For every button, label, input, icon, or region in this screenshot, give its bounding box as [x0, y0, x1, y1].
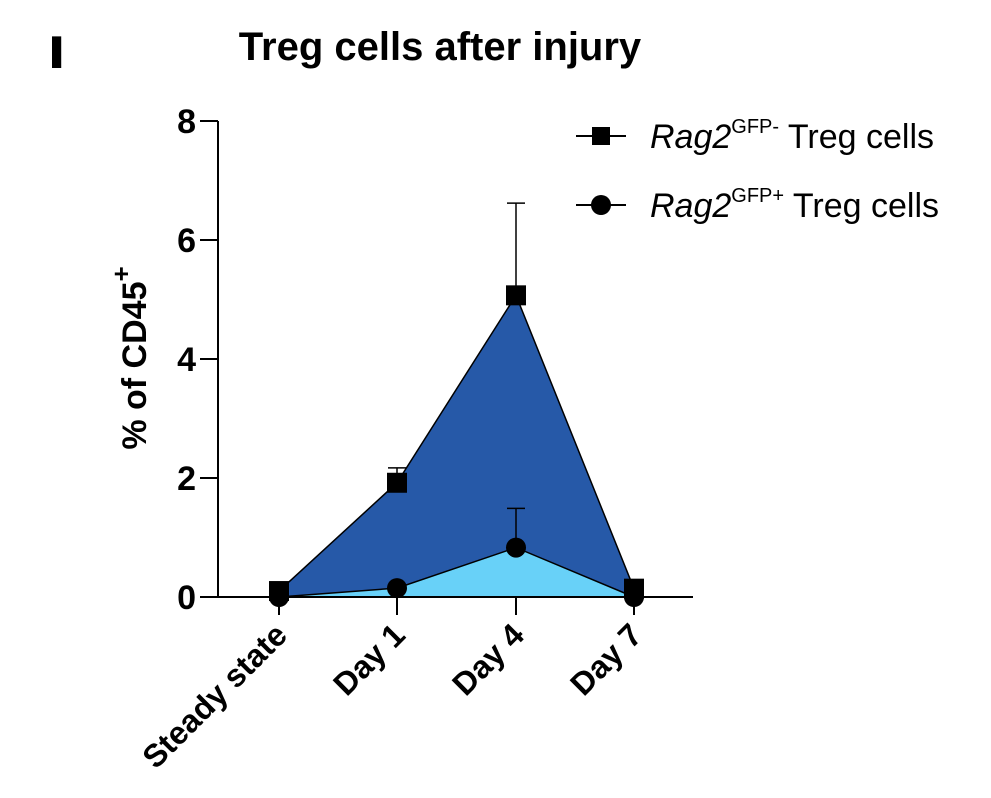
x-tick-label-3: Day 7 [563, 616, 649, 702]
y-axis-label-superscript: + [106, 266, 136, 281]
legend-label-2-suffix: Treg cells [784, 187, 939, 225]
marker-circle-3 [506, 537, 526, 558]
legend: Rag2GFP- Treg cells Rag2GFP+ Treg cells [576, 116, 939, 225]
y-tick-label-2: 4 [177, 341, 196, 379]
legend-entry-series-2: Rag2GFP+ Treg cells [576, 185, 939, 225]
x-tick-label-1: Day 1 [326, 616, 412, 702]
legend-circle-marker [591, 195, 611, 215]
marker-circle-4 [624, 587, 644, 607]
legend-label-1: Rag2GFP- Treg cells [650, 116, 934, 156]
marker-circle-1 [269, 587, 289, 607]
legend-square-marker [592, 127, 610, 145]
y-tick-label-4: 8 [177, 103, 196, 141]
axes [200, 120, 693, 615]
data-markers [269, 285, 644, 607]
y-tick-label-1: 2 [177, 460, 196, 498]
line-series-1 [278, 293, 635, 592]
marker-circle-2 [387, 578, 407, 599]
y-axis-label-main: % of CD45 [116, 282, 154, 450]
legend-label-2-superscript: GFP+ [731, 185, 784, 207]
line-series-2 [278, 546, 635, 598]
y-tick-label-3: 6 [177, 222, 196, 260]
series-lines [278, 293, 635, 598]
panel-mark: ▌ [52, 36, 70, 68]
y-axis-label: % of CD45+ [106, 266, 154, 449]
area-series-1 [279, 295, 634, 597]
legend-entry-series-1: Rag2GFP- Treg cells [576, 116, 934, 156]
y-tick-label-0: 0 [177, 579, 196, 617]
legend-label-1-superscript: GFP- [731, 116, 779, 138]
chart-title: Treg cells after injury [239, 25, 642, 69]
marker-square-3 [506, 285, 526, 306]
legend-label-2: Rag2GFP+ Treg cells [650, 185, 939, 225]
marker-square-2 [387, 472, 407, 493]
legend-label-2-gene: Rag2 [650, 187, 731, 225]
x-tick-label-2: Day 4 [445, 616, 531, 702]
legend-label-1-suffix: Treg cells [779, 118, 934, 156]
legend-label-1-gene: Rag2 [650, 118, 731, 156]
area-fills [279, 295, 634, 597]
x-tick-label-0: Steady state [135, 616, 294, 775]
